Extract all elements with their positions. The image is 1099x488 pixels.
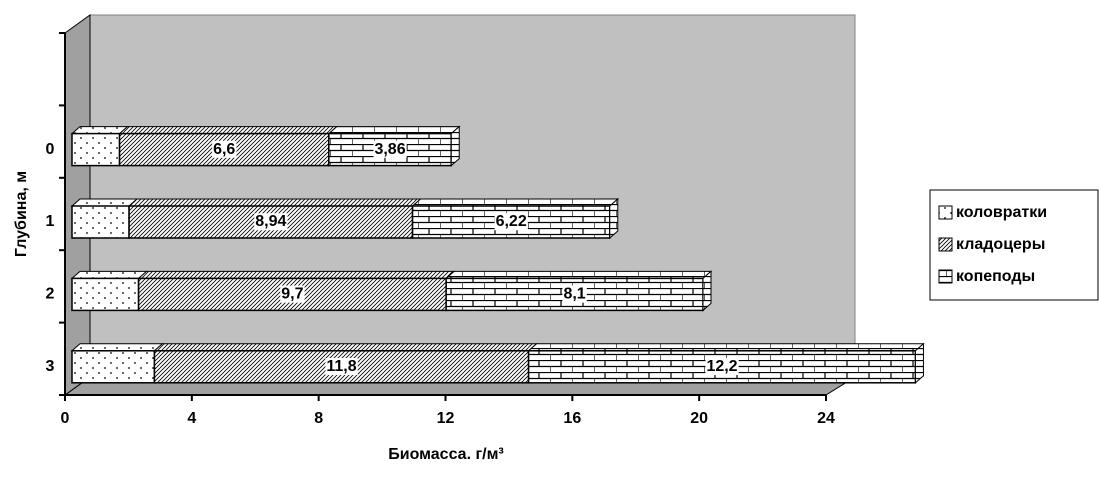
bar-segment	[411, 197, 620, 240]
back-wall	[89, 14, 856, 378]
y-tick-label: 1	[46, 213, 55, 230]
value-label-bg	[280, 285, 305, 303]
legend	[929, 189, 1099, 301]
bar-top	[327, 126, 461, 135]
x-tick-label: 16	[563, 410, 581, 427]
bar	[411, 205, 611, 239]
bar-segment	[70, 270, 148, 312]
value-label: 11,8	[326, 358, 356, 375]
value-label: 6,6	[213, 141, 235, 158]
plot-area	[59, 14, 925, 401]
value-label: 6,22	[496, 213, 527, 230]
bar-side	[450, 125, 460, 167]
legend-label: копеподы	[956, 268, 1035, 285]
value-label: 3,86	[374, 141, 405, 158]
value-label: 12,2	[706, 358, 737, 375]
bar-top	[527, 343, 925, 352]
y-tick-label: 3	[46, 358, 55, 375]
x-tick-label: 4	[187, 410, 196, 427]
bar-top	[70, 198, 139, 207]
bar-top	[411, 198, 620, 207]
bar	[71, 350, 156, 384]
value-label-bg	[562, 285, 587, 303]
bar	[71, 132, 121, 167]
bar-side	[609, 197, 619, 240]
x-tick-label: 20	[690, 410, 708, 427]
value-label-bg	[494, 213, 528, 231]
bar-segment	[327, 125, 461, 167]
legend-swatch	[938, 269, 953, 284]
x-tick-label: 0	[61, 410, 70, 427]
bar	[328, 132, 452, 167]
bar-top	[153, 343, 538, 352]
bar-segment	[70, 343, 164, 384]
bar	[71, 205, 130, 239]
value-label-bg	[254, 213, 288, 231]
x-tick-label: 12	[437, 410, 455, 427]
value-label-bg	[212, 140, 237, 158]
value-label-bg	[373, 140, 407, 158]
value-label-bg	[325, 358, 358, 376]
value-label: 8,1	[563, 286, 585, 303]
bar-segment	[527, 342, 925, 384]
y-axis-title: Глубина, м	[13, 171, 30, 257]
legend-label: коловратки	[956, 204, 1047, 221]
legend-swatch	[938, 205, 953, 220]
legend-swatch	[938, 237, 953, 252]
value-label-bg	[705, 358, 739, 376]
value-label: 9,7	[281, 286, 303, 303]
y-tick-label: 2	[46, 286, 55, 303]
bar-side	[702, 270, 712, 312]
y-tick-label: 0	[46, 141, 55, 158]
bar-top	[444, 270, 713, 279]
bar-segment	[70, 126, 129, 167]
bar	[71, 277, 140, 312]
value-label: 8,94	[255, 213, 286, 230]
bar-side	[914, 342, 924, 384]
bar-top	[137, 270, 456, 279]
x-axis-title: Биомасса. г/м³	[388, 446, 503, 463]
x-tick-label: 24	[817, 410, 835, 427]
bar-top	[70, 126, 129, 135]
legend-label: кладоцеры	[956, 236, 1045, 253]
bar-segment	[70, 198, 139, 239]
bar-top	[127, 198, 422, 207]
bar-top	[70, 343, 164, 352]
x-tick-label: 8	[314, 410, 323, 427]
bar-top	[118, 126, 339, 135]
bar-top	[70, 270, 148, 279]
